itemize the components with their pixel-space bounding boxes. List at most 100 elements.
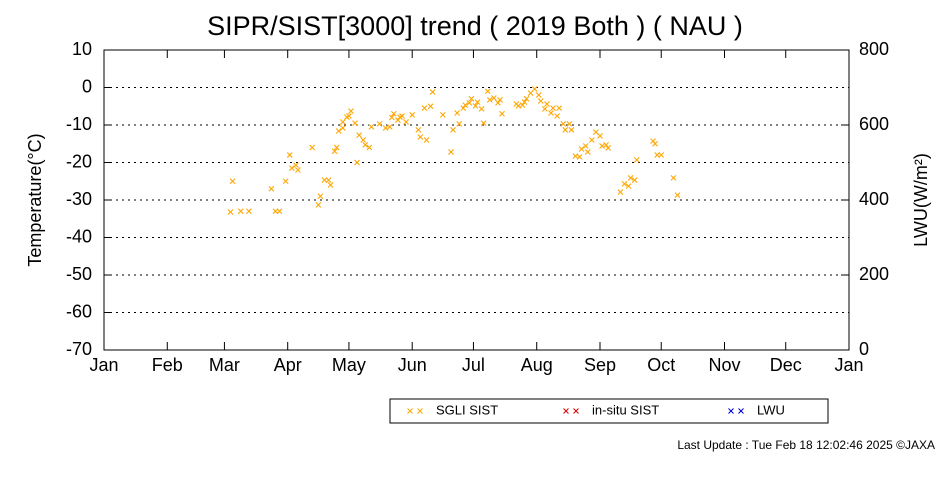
point	[560, 120, 567, 127]
point	[339, 119, 346, 125]
point	[568, 126, 575, 133]
point	[658, 152, 665, 158]
legend-label: SGLI SIST	[436, 402, 498, 417]
point	[333, 144, 340, 151]
x-tick-label: Apr	[274, 355, 302, 375]
point	[550, 105, 556, 112]
point	[670, 174, 677, 181]
point	[292, 162, 299, 169]
point	[417, 134, 424, 140]
point	[566, 120, 573, 127]
y-axis-label: Temperature(°C)	[25, 133, 45, 266]
x-tick-label: Oct	[647, 355, 675, 375]
point	[521, 99, 528, 106]
point	[652, 140, 658, 147]
point	[327, 182, 334, 188]
x-tick-label: Jan	[89, 355, 118, 375]
point	[282, 178, 289, 185]
point	[531, 86, 538, 92]
x-tick-label: Jul	[462, 355, 485, 375]
point	[478, 105, 485, 112]
point	[286, 152, 293, 158]
point	[617, 189, 624, 196]
y-tick-label: -50	[66, 264, 92, 284]
legend-marker	[407, 408, 423, 414]
point	[415, 126, 422, 133]
y2-tick-label: 800	[859, 39, 889, 59]
point	[554, 113, 561, 119]
x-tick-label: Jan	[834, 355, 863, 375]
point	[399, 113, 405, 119]
point	[627, 174, 634, 181]
point	[597, 132, 603, 139]
point	[674, 192, 681, 199]
y-tick-label: -40	[66, 226, 92, 246]
point	[472, 102, 479, 109]
y2-tick-label: 400	[859, 189, 889, 209]
point	[403, 119, 409, 125]
point	[386, 123, 393, 130]
point	[599, 143, 605, 149]
legend-label: LWU	[757, 402, 785, 417]
point	[519, 102, 526, 109]
point	[368, 123, 375, 130]
y-tick-label: 10	[72, 39, 92, 59]
x-tick-label: Dec	[770, 355, 802, 375]
point	[315, 201, 322, 208]
point	[317, 193, 324, 200]
point	[468, 95, 475, 102]
point	[541, 105, 548, 112]
point	[268, 185, 275, 192]
point	[335, 128, 342, 134]
point	[578, 146, 585, 152]
point	[466, 99, 473, 106]
point	[309, 144, 316, 151]
point	[603, 141, 609, 148]
legend-label: in-situ SIST	[592, 402, 659, 417]
point	[523, 95, 530, 102]
x-tick-label: Jun	[398, 355, 427, 375]
y-tick-label: -10	[66, 114, 92, 134]
point	[486, 96, 493, 103]
point	[360, 137, 367, 143]
point	[576, 153, 583, 160]
point	[276, 208, 283, 215]
chart-title: SIPR/SIST[3000] trend ( 2019 Both ) ( NA…	[207, 11, 743, 41]
point	[376, 120, 383, 127]
legend-marker	[563, 408, 579, 414]
y-tick-label: -30	[66, 189, 92, 209]
point	[423, 137, 430, 143]
point	[474, 99, 481, 106]
x-tick-label: Sep	[584, 355, 616, 375]
y-tick-label: -20	[66, 151, 92, 171]
point	[388, 114, 395, 121]
point	[227, 209, 234, 215]
point	[237, 208, 244, 215]
y2-axis-label: LWU(W/m²)	[911, 153, 931, 247]
point	[633, 156, 640, 163]
point	[584, 149, 591, 155]
x-tick-label: Aug	[521, 355, 553, 375]
point	[490, 95, 497, 101]
point	[356, 132, 363, 139]
point	[537, 98, 544, 104]
point	[456, 120, 463, 127]
point	[562, 126, 569, 133]
point	[450, 126, 456, 133]
y2-tick-label: 200	[859, 264, 889, 284]
point	[631, 177, 638, 184]
point	[246, 208, 252, 215]
point	[625, 183, 632, 190]
point	[429, 89, 436, 95]
point	[556, 105, 563, 112]
point	[582, 143, 589, 149]
point	[331, 148, 338, 155]
point	[382, 125, 389, 131]
point	[480, 120, 487, 127]
point	[409, 111, 416, 118]
x-tick-label: Feb	[152, 355, 183, 375]
point	[588, 137, 595, 143]
point	[427, 103, 434, 110]
x-tick-label: Nov	[708, 355, 740, 375]
